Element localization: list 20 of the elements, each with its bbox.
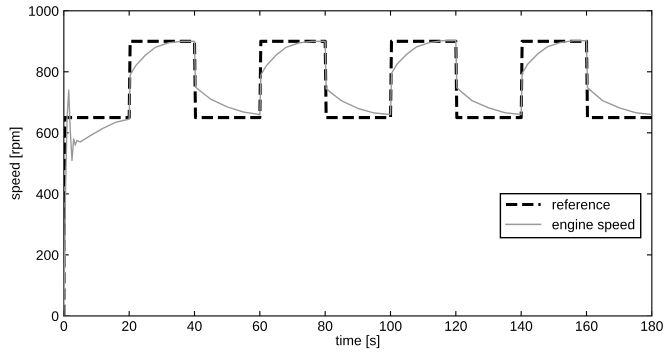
y-tick-label: 0 (52, 311, 58, 322)
y-tick-label: 600 (36, 128, 58, 138)
x-tick-label: 120 (445, 321, 467, 331)
x-tick-label: 60 (252, 321, 268, 331)
x-tick-label: 140 (510, 321, 532, 331)
legend-label: engine speed (552, 219, 634, 232)
y-tick-label: 800 (36, 67, 58, 77)
x-axis-title: time [s] (336, 335, 380, 348)
legend-label: reference (552, 199, 610, 210)
x-tick-label: 40 (187, 321, 202, 331)
x-tick-label: 100 (380, 321, 402, 331)
y-axis-title: speed [rpm] (10, 128, 23, 200)
x-tick-label: 160 (576, 321, 598, 331)
y-tick-label: 200 (36, 250, 58, 260)
x-tick-label: 20 (122, 321, 136, 331)
x-tick-label: 0 (60, 321, 68, 331)
y-tick-label: 1000 (29, 6, 58, 16)
x-tick-label: 80 (318, 321, 332, 331)
y-tick-label: 400 (36, 189, 58, 200)
x-tick-label: 180 (641, 321, 663, 331)
